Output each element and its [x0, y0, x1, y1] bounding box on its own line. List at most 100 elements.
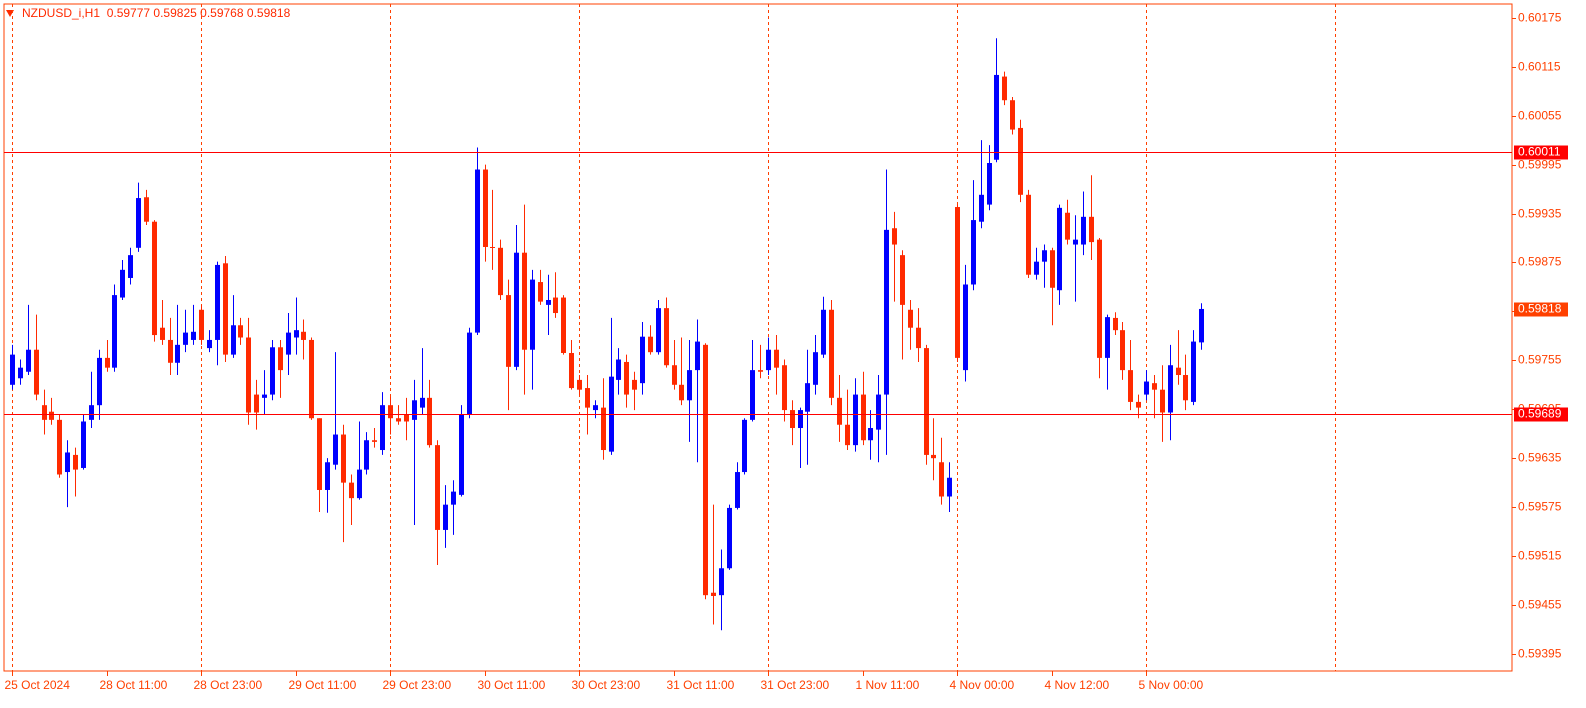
candle-body: [546, 299, 551, 305]
candle-body: [892, 228, 897, 245]
candle-body: [648, 336, 653, 353]
candle-body: [711, 592, 716, 596]
candle-body: [601, 407, 606, 451]
candle-body: [593, 405, 598, 411]
candle-body: [884, 229, 889, 395]
y-tick-label: 0.59575: [1518, 500, 1562, 514]
candle-body: [199, 309, 204, 340]
candle-body: [301, 331, 306, 340]
candle-body: [1042, 250, 1047, 262]
symbol: NZDUSD_i,H1: [22, 6, 100, 20]
candle-body: [372, 440, 377, 442]
candle-body: [97, 357, 102, 406]
x-tick-label: 31 Oct 11:00: [667, 678, 735, 692]
candle-body: [262, 394, 267, 398]
candle-body: [900, 255, 905, 305]
price-label: 0.59689: [1518, 407, 1562, 421]
candle-body: [861, 394, 866, 441]
candle-body: [65, 452, 70, 473]
candle-body: [490, 246, 495, 248]
candle-body: [931, 454, 936, 459]
y-tick-label: 0.59875: [1518, 255, 1562, 269]
candle-body: [766, 349, 771, 371]
candle-body: [979, 194, 984, 222]
candle-body: [829, 309, 834, 398]
candle-body: [435, 445, 440, 530]
candle-body: [514, 252, 519, 367]
candle-body: [924, 348, 929, 455]
candle-body: [939, 462, 944, 497]
candle-body: [112, 295, 117, 368]
candle-body: [876, 394, 881, 430]
candle-body: [136, 198, 141, 248]
candle-body: [679, 384, 684, 401]
candle-body: [585, 388, 590, 408]
y-tick-label: 0.59395: [1518, 647, 1562, 661]
candle-body: [1152, 383, 1157, 390]
candle-body: [1176, 367, 1181, 376]
candle-body: [656, 308, 661, 353]
candle-body: [278, 347, 283, 371]
candle-body: [317, 418, 322, 490]
candle-body: [1199, 308, 1204, 343]
x-tick-label: 31 Oct 23:00: [761, 678, 830, 692]
y-tick-label: 0.59935: [1518, 207, 1562, 221]
y-tick-label: 0.59635: [1518, 451, 1562, 465]
candle-body: [175, 344, 180, 363]
candle-body: [207, 339, 212, 349]
candle-body: [309, 339, 314, 419]
candle-body: [727, 507, 732, 569]
candle-body: [758, 370, 763, 372]
candle-body: [467, 332, 472, 415]
candle-body: [81, 421, 86, 468]
candle-body: [782, 365, 787, 411]
candle-body: [128, 255, 133, 278]
candle-body: [522, 252, 527, 350]
candle-body: [223, 263, 228, 355]
x-tick-label: 4 Nov 12:00: [1045, 678, 1110, 692]
y-tick-label: 0.60055: [1518, 109, 1562, 123]
current-price-label: 0.59818: [1518, 302, 1562, 316]
candle-body: [805, 383, 810, 412]
candle-body: [561, 297, 566, 353]
candle-body: [475, 169, 480, 333]
candle-body: [837, 397, 842, 425]
last-open: 0.59777: [107, 6, 151, 20]
y-tick-label: 0.59515: [1518, 549, 1562, 563]
candle-body: [821, 309, 826, 355]
candle-body: [664, 308, 669, 366]
candle-body: [971, 220, 976, 285]
candle-body: [57, 419, 62, 475]
candle-body: [73, 454, 78, 470]
candle-body: [364, 440, 369, 470]
candle-body: [270, 347, 275, 395]
candle-body: [790, 410, 795, 429]
candle-body: [451, 491, 456, 505]
candle-body: [498, 247, 503, 296]
candle-body: [443, 504, 448, 530]
price-label: 0.60011: [1518, 145, 1561, 159]
x-tick-label: 4 Nov 00:00: [950, 678, 1015, 692]
candle-body: [420, 397, 425, 408]
x-tick-label: 1 Nov 11:00: [856, 678, 920, 692]
candle-body: [231, 325, 236, 355]
candle-body: [144, 197, 149, 222]
candle-body: [1018, 127, 1023, 195]
candle-body: [1128, 370, 1133, 402]
candle-body: [1065, 212, 1070, 240]
candle-body: [703, 344, 708, 596]
price-box: [1514, 145, 1568, 160]
current-price-box: [1514, 302, 1568, 317]
candle-body: [798, 410, 803, 429]
candle-body: [1081, 216, 1086, 245]
candle-body: [908, 309, 913, 328]
candle-body: [813, 352, 818, 385]
candle-body: [412, 400, 417, 420]
candle-body: [1191, 341, 1196, 402]
x-tick-label: 30 Oct 23:00: [572, 678, 641, 692]
candle-body: [963, 284, 968, 371]
candle-body: [506, 295, 511, 367]
candle-body: [294, 330, 299, 338]
candle-body: [735, 472, 740, 508]
